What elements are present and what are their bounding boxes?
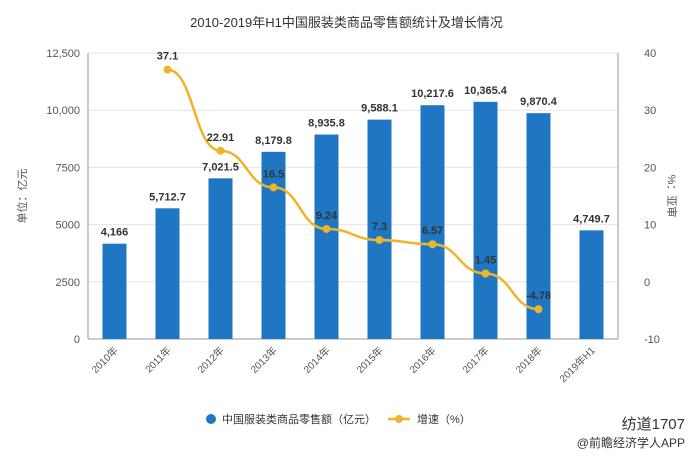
- y-axis-title: 单位：亿元: [15, 169, 29, 224]
- bar: [155, 208, 180, 339]
- bar: [367, 119, 392, 340]
- watermark-source: @前瞻经济学人APP: [576, 436, 685, 450]
- y-tick-label: 2500: [56, 277, 80, 289]
- growth-point: [269, 183, 278, 192]
- bar-value-label: 8,179.8: [255, 135, 292, 147]
- bar: [579, 230, 604, 339]
- source-watermark: 纺道1707 @前瞻经济学人APP: [577, 416, 685, 452]
- y2-tick-label: -10: [644, 334, 660, 346]
- growth-point: [481, 269, 490, 278]
- bar: [208, 178, 233, 339]
- legend-bar-swatch: [206, 414, 216, 424]
- growth-value-label: 37.1: [157, 51, 178, 63]
- growth-value-label: 16.5: [263, 168, 284, 180]
- bar-value-label: 9,870.4: [520, 96, 558, 108]
- bar-value-label: 4,749.7: [573, 213, 610, 225]
- y2-tick-label: 20: [644, 162, 656, 174]
- x-tick-label: 2010年: [89, 344, 121, 376]
- growth-point: [375, 236, 384, 245]
- watermark-account: 纺道1707: [621, 416, 685, 433]
- x-tick-label: 2014年: [301, 344, 333, 376]
- growth-point: [428, 240, 437, 249]
- legend-bar-label: 中国服装类商品零售额（亿元）: [222, 412, 376, 426]
- y2-tick-label: 0: [644, 277, 650, 289]
- y-tick-label: 10,000: [46, 105, 80, 117]
- growth-point: [216, 146, 225, 155]
- bar: [261, 151, 286, 339]
- x-tick-label: 2012年: [195, 344, 227, 376]
- chart-title: 2010-2019年H1中国服装类商品零售额统计及增长情况: [190, 15, 503, 30]
- bar-value-label: 10,365.4: [464, 85, 508, 97]
- bar-value-label: 4,166: [101, 227, 129, 239]
- y2-tick-label: 10: [644, 220, 656, 232]
- y-tick-label: 12,500: [46, 48, 80, 60]
- growth-point: [163, 65, 172, 74]
- bar: [102, 243, 127, 339]
- growth-point: [322, 224, 331, 233]
- growth-value-label: 9.24: [316, 210, 338, 222]
- bar-value-label: 7,021.5: [202, 161, 239, 173]
- bar: [314, 134, 339, 339]
- x-tick-label: 2013年: [248, 344, 280, 376]
- y-tick-label: 0: [74, 334, 80, 346]
- growth-value-label: 7.3: [372, 221, 387, 233]
- bar-value-label: 9,588.1: [361, 103, 398, 115]
- bar-value-label: 5,712.7: [149, 191, 186, 203]
- x-tick-label: 2015年: [354, 344, 386, 376]
- y2-axis-title: %：亚审: [665, 175, 679, 218]
- bar-value-label: 10,217.6: [411, 88, 454, 100]
- growth-value-label: -4.78: [526, 290, 551, 302]
- growth-value-label: 22.91: [207, 132, 235, 144]
- growth-value-label: 1.45: [475, 255, 496, 267]
- x-tick-label: 2011年: [142, 344, 173, 375]
- x-tick-label: 2017年: [460, 344, 492, 376]
- legend-line-label: 增速（%）: [417, 412, 471, 426]
- legend-line-marker: [395, 415, 403, 423]
- x-tick-label: 2018年: [513, 344, 545, 376]
- x-tick-label: 2019年H1: [557, 344, 598, 385]
- y2-tick-label: 40: [644, 48, 656, 60]
- bar-value-label: 8,935.8: [308, 118, 345, 130]
- growth-point: [534, 305, 543, 314]
- y-tick-label: 5000: [56, 220, 80, 232]
- bar: [526, 113, 551, 339]
- x-tick-label: 2016年: [407, 344, 439, 376]
- y2-tick-label: 30: [644, 105, 656, 117]
- growth-value-label: 6.57: [422, 225, 443, 237]
- bar: [420, 105, 445, 339]
- bar: [473, 101, 498, 339]
- y-tick-label: 7500: [56, 162, 80, 174]
